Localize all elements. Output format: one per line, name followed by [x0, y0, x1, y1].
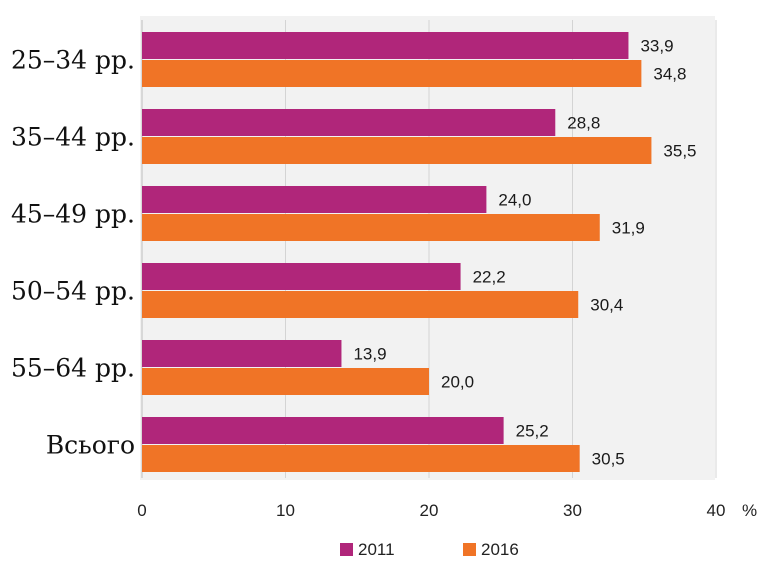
value-label-2016-4: 20,0: [441, 373, 474, 392]
bar-2016-1: [142, 137, 652, 164]
x-tick-label-1: 10: [276, 501, 295, 520]
bar-2016-3: [142, 291, 579, 318]
value-label-2011-4: 13,9: [353, 345, 386, 364]
bar-2011-3: [142, 263, 461, 290]
bar-2011-5: [142, 417, 504, 444]
bar-2016-4: [142, 368, 429, 395]
legend-label-2011: 2011: [358, 540, 395, 559]
value-label-2016-2: 31,9: [612, 219, 645, 238]
bars: [142, 32, 652, 472]
bar-2016-2: [142, 214, 600, 241]
plot-background: [140, 16, 715, 480]
category-label-5: Всього: [46, 431, 135, 460]
legend-swatch-2016: [463, 543, 476, 556]
value-label-2016-0: 34,8: [653, 65, 686, 84]
bar-2011-1: [142, 109, 556, 136]
x-tick-label-2: 20: [420, 501, 439, 520]
gridlines: [285, 20, 717, 478]
value-label-2011-1: 28,8: [567, 114, 600, 133]
x-unit-label: %: [742, 501, 757, 520]
category-labels: 25–34 рр. 35–44 рр. 45–49 рр. 50–54 рр. 55–6…: [11, 46, 135, 460]
category-label-1: 35–44 рр.: [11, 123, 135, 152]
bar-2011-2: [142, 186, 487, 213]
value-label-2016-1: 35,5: [663, 142, 696, 161]
x-tick-labels: 0 10 20 30 40: [137, 501, 725, 520]
category-label-2: 45–49 рр.: [11, 200, 135, 229]
x-tick-label-4: 40: [707, 501, 726, 520]
legend-label-2016: 2016: [481, 540, 519, 559]
legend-swatch-2011: [340, 543, 353, 556]
x-tick-label-3: 30: [563, 501, 582, 520]
legend: 2011 2016: [340, 540, 519, 559]
bar-2011-0: [142, 32, 629, 59]
value-label-2011-2: 24,0: [498, 191, 531, 210]
bar-2016-0: [142, 60, 642, 87]
value-label-2016-3: 30,4: [590, 296, 623, 315]
bar-2016-5: [142, 445, 580, 472]
value-label-2011-3: 22,2: [473, 268, 506, 287]
value-label-2011-0: 33,9: [640, 37, 673, 56]
value-label-2016-5: 30,5: [592, 450, 625, 469]
category-label-4: 55–64 рр.: [11, 354, 135, 383]
bar-2011-4: [142, 340, 342, 367]
x-tick-label-0: 0: [137, 501, 146, 520]
value-label-2011-5: 25,2: [516, 422, 549, 441]
category-label-0: 25–34 рр.: [11, 46, 135, 75]
value-labels: 33,9 34,8 28,8 35,5 24,0 31,9 22,2 30,4 13,9 20,0…: [353, 37, 696, 469]
category-label-3: 50–54 рр.: [11, 277, 135, 306]
